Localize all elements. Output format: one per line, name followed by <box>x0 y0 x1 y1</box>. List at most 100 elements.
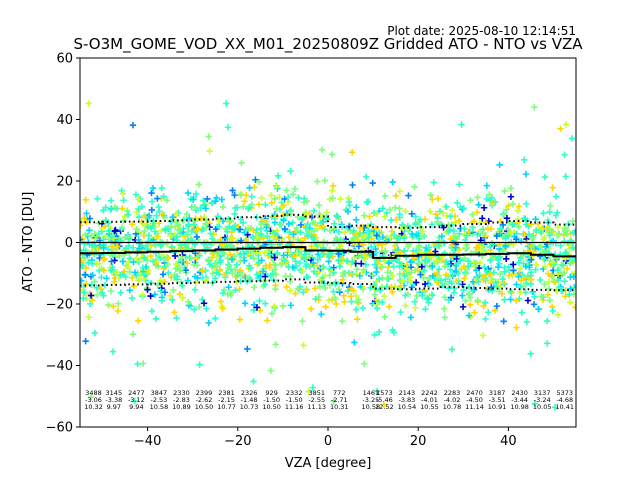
data-point <box>202 205 209 212</box>
data-point <box>429 262 436 270</box>
data-point <box>432 248 439 255</box>
data-point <box>289 219 296 226</box>
data-point <box>373 210 381 217</box>
data-point <box>168 243 175 251</box>
bin-stat-mean: -3.38 <box>105 396 122 404</box>
data-point <box>531 400 539 407</box>
data-point <box>291 185 299 192</box>
data-point <box>404 243 412 250</box>
data-point <box>117 289 124 296</box>
data-point <box>261 281 269 288</box>
data-point <box>440 305 448 312</box>
data-point <box>369 272 377 279</box>
data-point <box>421 280 429 288</box>
data-point <box>208 200 216 207</box>
data-point <box>279 238 286 245</box>
data-point <box>338 256 346 263</box>
data-point <box>541 256 548 263</box>
data-point <box>294 285 302 292</box>
data-point <box>200 240 207 248</box>
data-point <box>384 269 391 276</box>
bin-stat-mean: -4.50 <box>466 396 483 404</box>
data-point <box>391 283 399 290</box>
data-point <box>462 270 470 277</box>
data-point <box>497 218 504 225</box>
data-point <box>439 210 447 217</box>
data-point <box>462 244 469 251</box>
data-point <box>237 258 244 265</box>
data-point <box>160 193 167 200</box>
data-point <box>405 192 412 199</box>
y-tick-label: 20 <box>56 175 73 190</box>
data-point <box>462 297 469 304</box>
data-point <box>100 267 107 274</box>
data-point <box>488 200 496 207</box>
bin-stat-mean: -2.53 <box>150 396 167 404</box>
data-point <box>496 260 503 268</box>
data-point <box>512 297 520 304</box>
data-point <box>470 218 478 225</box>
data-point <box>521 156 528 164</box>
data-point <box>111 228 118 235</box>
data-point <box>205 133 212 140</box>
data-point <box>381 192 389 200</box>
scatter-points <box>80 100 576 411</box>
data-point <box>303 286 310 294</box>
data-point <box>162 256 169 263</box>
data-point <box>85 314 93 321</box>
data-point <box>424 294 431 301</box>
data-point <box>153 212 160 219</box>
data-point <box>151 291 159 298</box>
bin-stat-n: 3187 <box>489 389 506 397</box>
data-point <box>505 272 513 279</box>
data-point <box>95 246 102 253</box>
data-point <box>470 259 477 266</box>
data-point <box>419 228 426 235</box>
data-point <box>237 270 244 277</box>
bin-stat-sd: 10.77 <box>217 403 236 411</box>
data-point <box>82 196 90 204</box>
data-point <box>192 279 200 286</box>
data-point <box>180 238 187 245</box>
data-point <box>232 204 239 212</box>
data-point <box>412 304 419 311</box>
data-point <box>231 191 238 199</box>
data-point <box>149 184 157 192</box>
data-point <box>488 225 495 233</box>
data-point <box>502 243 509 250</box>
data-point <box>438 233 446 240</box>
bin-stat-n: 1461 <box>363 389 380 397</box>
data-point <box>315 202 323 209</box>
data-point <box>469 287 477 295</box>
data-point <box>561 151 568 158</box>
data-point <box>396 205 403 212</box>
data-point <box>454 270 462 277</box>
data-point <box>509 200 517 208</box>
data-point <box>272 212 279 220</box>
data-point <box>480 204 488 211</box>
data-point <box>566 260 574 267</box>
y-tick-label: −20 <box>46 298 73 313</box>
data-point <box>272 235 280 243</box>
data-point <box>259 268 267 275</box>
bin-stat-n: 772 <box>333 389 345 397</box>
data-point <box>256 297 263 305</box>
data-point <box>96 260 103 267</box>
bin-stat-n: 2381 <box>218 389 235 397</box>
data-point <box>108 258 115 265</box>
data-point <box>271 303 278 310</box>
data-point <box>286 287 294 294</box>
data-point <box>250 284 258 291</box>
bin-stat-n: 2326 <box>241 389 258 397</box>
data-point <box>211 275 219 282</box>
data-point <box>361 255 369 263</box>
data-point <box>228 256 236 263</box>
data-point <box>562 173 569 180</box>
data-point <box>223 100 230 107</box>
data-point <box>477 247 485 254</box>
data-point <box>246 184 253 192</box>
data-point <box>568 135 576 142</box>
data-point <box>507 185 515 192</box>
data-point <box>358 260 365 267</box>
bin-stat-n: 2283 <box>444 389 461 397</box>
